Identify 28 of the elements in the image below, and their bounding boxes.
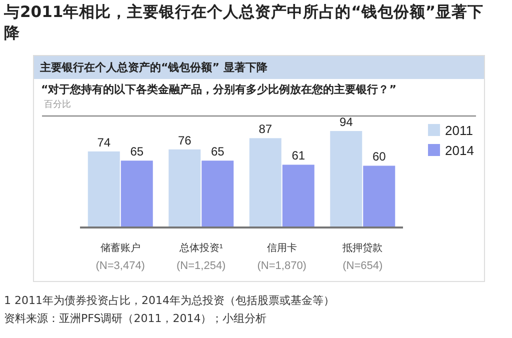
x-tick-label: 抵押贷款 (N=654) (342, 242, 383, 272)
x-tick-label: 储蓄账户 (N=3,474) (96, 242, 145, 272)
ylabel: 百分比 (44, 98, 71, 111)
data-label: 87 (258, 122, 272, 136)
title: 与2011年相比，主要银行在个人总资产中所占的“钱包份额”显著下降 (4, 2, 485, 44)
annotation: 资料来源：亚洲PFS调研（2011，2014）；小组分析 (4, 311, 267, 326)
data-label: 76 (178, 133, 192, 148)
bar (282, 164, 314, 227)
bar (202, 160, 234, 227)
bar (168, 149, 201, 227)
data-label: 60 (372, 150, 386, 164)
legend-label: 2014 (445, 143, 474, 158)
legend-label: 2011 (445, 123, 473, 138)
annotation: 1 2011年为债券投资占比，2014年为总投资（包括股票或基金等） (4, 293, 334, 308)
bar (88, 151, 120, 227)
data-label: 94 (339, 115, 354, 130)
data-label: 74 (97, 135, 111, 150)
bar (330, 131, 362, 227)
data-label: 61 (292, 148, 306, 163)
bar (120, 160, 153, 227)
data-label: 65 (130, 144, 144, 159)
x-tick-label: 总体投资¹ (N=1,254) (176, 242, 226, 272)
bar (363, 166, 396, 227)
x-tick-label: 信用卡 (N=1,870) (257, 242, 306, 272)
data-label: 65 (210, 144, 225, 159)
subtitle: 主要银行在个人总资产的“钱包份额” 显著下降 (34, 56, 484, 79)
bar (249, 138, 282, 227)
annotation: “对于您持有的以下各类金融产品，分别有多少比例放在您的主要银行？” (41, 82, 396, 97)
